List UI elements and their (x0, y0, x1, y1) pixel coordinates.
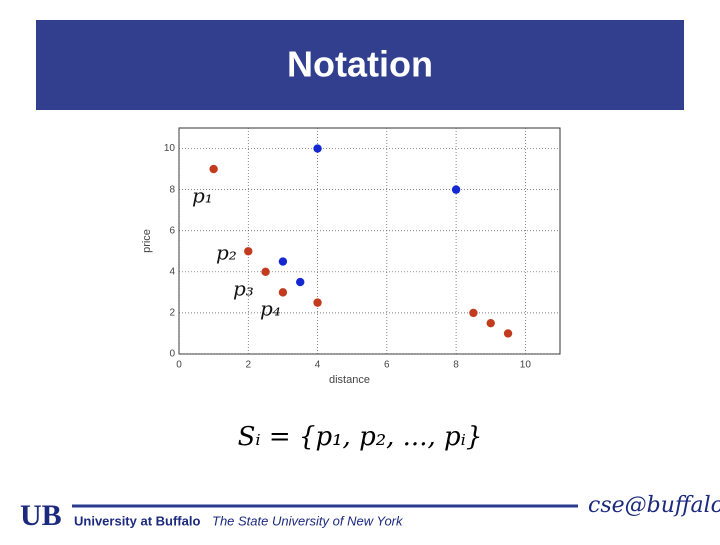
point (469, 308, 478, 318)
point (486, 318, 495, 328)
point (244, 247, 253, 256)
x-tick-label: 4 (315, 360, 321, 371)
point (313, 298, 322, 307)
annotation: p₃ (233, 277, 254, 301)
point (209, 164, 218, 174)
footer-brand: cse@buffalo (588, 493, 720, 518)
point (278, 288, 288, 297)
x-tick-label: 10 (520, 360, 532, 371)
point (261, 267, 270, 277)
point (296, 277, 305, 287)
plot-area (178, 127, 561, 355)
x-tick-label: 2 (245, 360, 251, 371)
y-axis-label: price (141, 229, 153, 253)
annotation: p₁ (192, 184, 213, 208)
x-tick-label: 0 (176, 360, 182, 371)
y-tick-label: 4 (169, 266, 175, 277)
x-tick-label: 6 (384, 360, 390, 371)
y-tick-label: 10 (164, 143, 176, 154)
y-tick-label: 6 (169, 225, 175, 236)
footer-university: University at Buffalo (74, 513, 200, 528)
annotation: p₂ (216, 241, 237, 265)
title-bar (36, 20, 684, 110)
point (451, 185, 461, 194)
slide-title: Notation (287, 44, 433, 85)
formula: Sᵢ = {p₁, p₂, ..., pᵢ} (238, 422, 483, 452)
x-axis-label: distance (329, 374, 370, 386)
y-tick-label: 8 (169, 184, 175, 195)
annotation: p₄ (260, 297, 281, 321)
point (278, 257, 288, 266)
y-tick-label: 2 (169, 308, 175, 319)
footer-subtitle: The State University of New York (212, 513, 404, 528)
y-tick-label: 0 (169, 349, 175, 360)
footer-logo: UB (20, 499, 62, 532)
point (313, 144, 322, 153)
point (503, 329, 513, 338)
x-tick-label: 8 (453, 360, 459, 371)
